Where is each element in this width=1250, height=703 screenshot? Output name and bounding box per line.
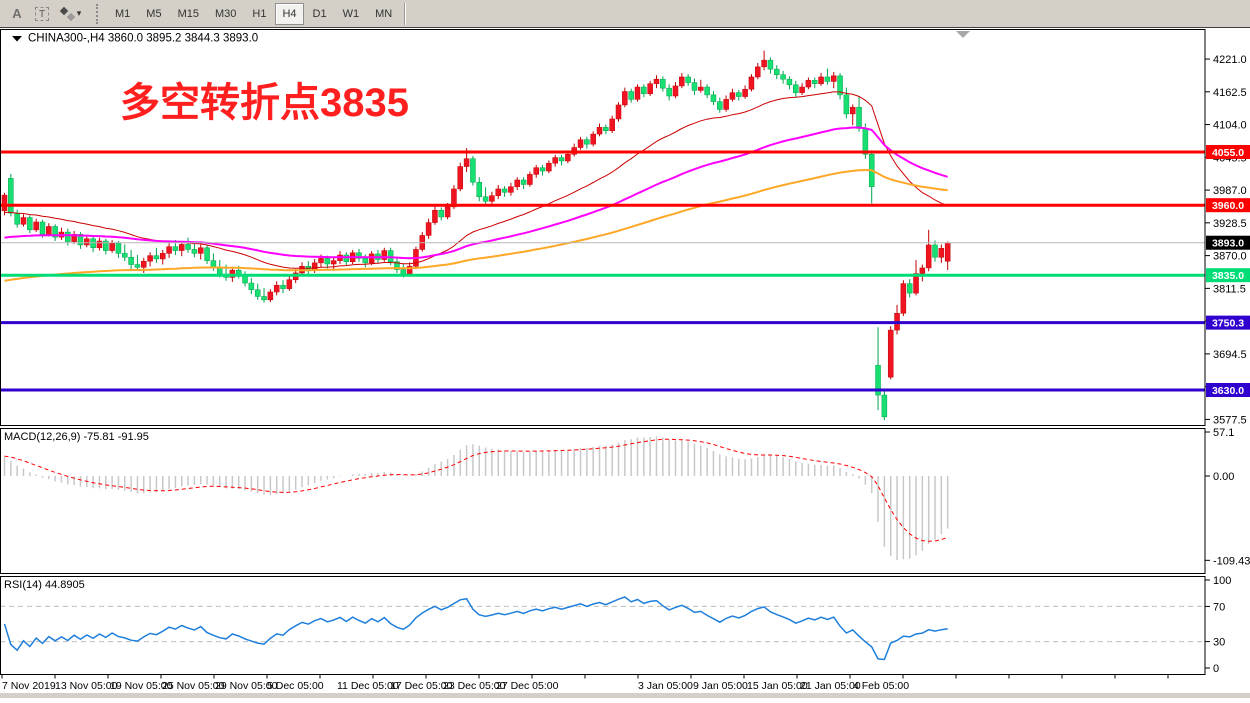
price-badge-3750.3 (1206, 315, 1250, 330)
time-label: 15 Jan 05:00 (747, 680, 808, 692)
svg-text:3750.3: 3750.3 (1212, 318, 1244, 330)
slow-ma-line (4, 168, 948, 282)
timeframe-h4-button[interactable]: H4 (275, 2, 304, 25)
macd-panel[interactable] (0, 429, 1205, 573)
arrow-diamond-icon-2 (66, 12, 75, 21)
svg-text:4055.0: 4055.0 (1212, 147, 1244, 159)
text-label-icon: T (35, 6, 49, 21)
toolbar: A T ▾ M1 M5 M15 M30 H1 H4 D1 W1 MN (0, 0, 1250, 28)
timeframe-m1-button[interactable]: M1 (108, 3, 137, 25)
svg-text:4104.0: 4104.0 (1213, 120, 1247, 132)
svg-text:3960.0: 3960.0 (1212, 200, 1244, 212)
time-label: 25 Nov 05:00 (162, 680, 225, 692)
arrow-diamond-icon (59, 6, 68, 15)
macd-signal-line (4, 438, 948, 542)
svg-text:70: 70 (1213, 601, 1225, 613)
main-chart-panel[interactable] (0, 30, 1205, 425)
arrow-objects-button[interactable]: ▾ (54, 3, 88, 25)
toolbar-separator (404, 2, 407, 25)
timeframe-group: M1 M5 M15 M30 H1 H4 D1 W1 MN (107, 2, 400, 25)
time-label: 4 Feb 05:00 (853, 680, 909, 692)
time-label: 19 Nov 05:00 (110, 680, 173, 692)
timeframe-h1-button[interactable]: H1 (245, 3, 273, 25)
svg-text:57.1: 57.1 (1213, 427, 1234, 439)
time-label: 29 Nov 05:00 (215, 680, 278, 692)
text-label-tool-button[interactable]: T (30, 3, 54, 25)
svg-text:100: 100 (1213, 575, 1231, 587)
svg-text:4221.0: 4221.0 (1213, 54, 1247, 66)
svg-text:3928.5: 3928.5 (1213, 218, 1247, 230)
svg-text:0: 0 (1213, 663, 1219, 675)
rsi-line (3, 596, 948, 661)
time-label: 11 Dec 05:00 (337, 680, 399, 692)
timeframe-w1-button[interactable]: W1 (336, 3, 367, 25)
price-badge-3835.0 (1206, 268, 1250, 283)
dropdown-caret-icon: ▾ (76, 8, 82, 18)
price-badge-3630.0 (1206, 383, 1250, 397)
svg-text:4162.5: 4162.5 (1213, 87, 1247, 99)
timeframe-m30-button[interactable]: M30 (208, 3, 243, 25)
timeframe-m5-button[interactable]: M5 (139, 3, 168, 25)
time-label: 5 Dec 05:00 (267, 680, 324, 692)
timeframe-d1-button[interactable]: D1 (306, 3, 334, 25)
panel-frame-1 (0, 428, 1206, 574)
price-badge-3893.0 (1206, 235, 1250, 250)
svg-text:-109.43: -109.43 (1213, 555, 1250, 567)
time-label: 27 Dec 05:00 (496, 680, 559, 692)
symbol-header: CHINA300-,H4 3860.0 3895.2 3844.3 3893.0 (28, 33, 258, 45)
rsi-label: RSI(14) 44.8905 (4, 579, 85, 591)
macd-indicator (3, 436, 949, 561)
svg-text:3893.0: 3893.0 (1212, 238, 1244, 250)
time-label: 7 Nov 2019 (2, 680, 56, 692)
svg-text:3577.5: 3577.5 (1213, 414, 1247, 426)
text-tool-button[interactable]: A (4, 3, 30, 25)
price-axis[interactable]: 4221.04162.54104.04045.53987.03928.53870… (1205, 54, 1250, 675)
window-bottom-edge (0, 693, 1250, 698)
chart-window[interactable]: 多空转折点3835 CHINA300-,H4 3860.0 3895.2 3844… (0, 28, 1250, 698)
medium-ma-line (4, 126, 948, 260)
time-label: 17 Dec 05:00 (390, 680, 453, 692)
price-badge-3960.0 (1206, 198, 1250, 213)
rsi-indicator (0, 596, 1205, 661)
svg-text:3694.5: 3694.5 (1213, 349, 1247, 361)
svg-text:3811.5: 3811.5 (1213, 283, 1246, 295)
annotation-text[interactable]: 多空转折点3835 (120, 81, 409, 125)
svg-text:3870.0: 3870.0 (1213, 251, 1247, 263)
toolbar-grip[interactable] (96, 3, 103, 24)
panel-frame-2 (0, 576, 1206, 675)
moving-average-lines (4, 91, 948, 282)
timeframe-mn-button[interactable]: MN (368, 3, 399, 25)
svg-text:0.00: 0.00 (1213, 471, 1234, 483)
rsi-panel[interactable] (0, 577, 1205, 674)
price-badge-4055.0 (1206, 145, 1250, 159)
time-label: 21 Jan 05:00 (800, 680, 861, 692)
panel-frame-0 (0, 29, 1206, 426)
chart-canvas[interactable]: 多空转折点3835 CHINA300-,H4 3860.0 3895.2 3844… (0, 28, 1250, 698)
svg-text:3987.0: 3987.0 (1213, 185, 1247, 197)
time-label: 9 Jan 05:00 (693, 680, 748, 692)
chart-shift-marker-icon[interactable] (956, 31, 970, 38)
timeframe-m15-button[interactable]: M15 (171, 3, 206, 25)
time-label: 3 Jan 05:00 (638, 680, 693, 692)
time-label: 23 Dec 05:00 (443, 680, 506, 692)
symbol-dropdown-icon[interactable] (12, 36, 22, 42)
time-label: 13 Nov 05:00 (55, 680, 118, 692)
svg-text:3835.0: 3835.0 (1212, 270, 1244, 282)
svg-text:3630.0: 3630.0 (1212, 385, 1244, 397)
macd-label: MACD(12,26,9) -75.81 -91.95 (4, 431, 149, 443)
svg-text:30: 30 (1213, 637, 1225, 649)
